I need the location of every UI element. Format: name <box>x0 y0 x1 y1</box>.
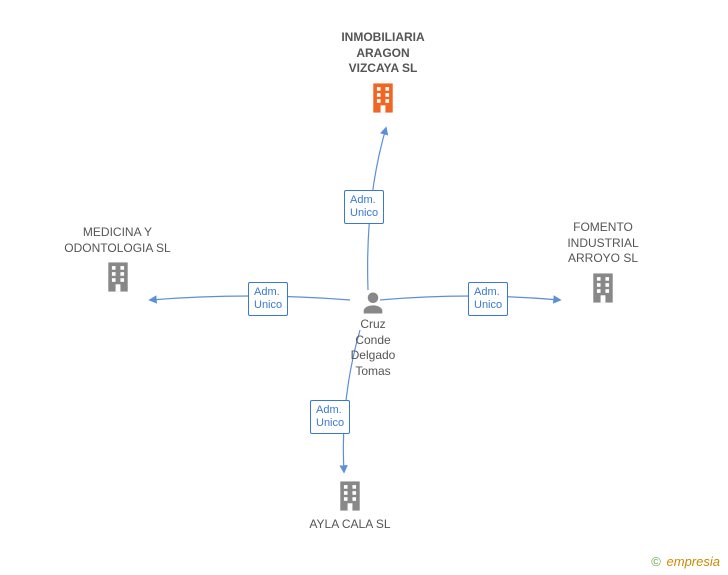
company-label-top: INMOBILIARIA ARAGON VIZCAYA SL <box>328 30 438 77</box>
attribution-prefix: e <box>667 554 674 569</box>
company-label-right: FOMENTO INDUSTRIAL ARROYO SL <box>558 220 648 267</box>
person-node: Cruz Conde Delgado Tomas <box>343 285 403 379</box>
edge-label-right: Adm. Unico <box>468 282 508 316</box>
person-label: Cruz Conde Delgado Tomas <box>343 317 403 379</box>
company-label-left: MEDICINA Y ODONTOLOGIA SL <box>60 225 175 256</box>
company-node-right: FOMENTO INDUSTRIAL ARROYO SL <box>558 220 648 305</box>
edge-label-top: Adm. Unico <box>344 190 384 224</box>
company-node-top: INMOBILIARIA ARAGON VIZCAYA SL <box>328 30 438 115</box>
building-icon-bottom <box>335 479 365 513</box>
company-label-bottom: AYLA CALA SL <box>300 517 400 533</box>
attribution: © empresia <box>651 554 720 569</box>
person-icon <box>359 289 387 317</box>
edge-label-bottom: Adm. Unico <box>310 400 350 434</box>
company-node-bottom: AYLA CALA SL <box>300 475 400 533</box>
attribution-text: mpresia <box>674 554 720 569</box>
building-icon-left <box>103 260 133 294</box>
company-node-left: MEDICINA Y ODONTOLOGIA SL <box>60 225 175 294</box>
building-icon-right <box>588 271 618 305</box>
edge-label-left: Adm. Unico <box>248 282 288 316</box>
copyright-symbol: © <box>651 554 661 569</box>
building-icon-top <box>368 81 398 115</box>
